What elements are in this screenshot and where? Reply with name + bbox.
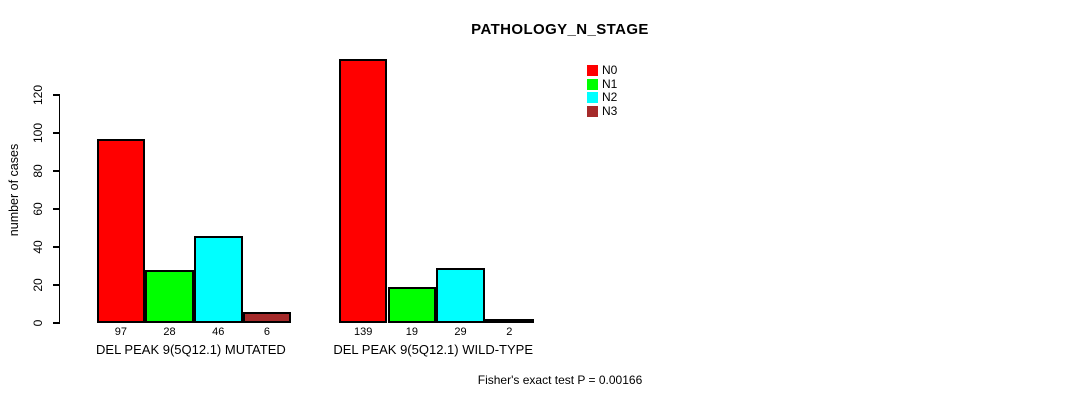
bar-n2-del-peak-9-5q12-1-mutated	[193, 235, 243, 323]
legend-item-n1: N1	[587, 76, 618, 92]
bar-value-label: 2	[506, 326, 513, 338]
y-axis-tick	[53, 322, 60, 324]
y-axis-tick	[53, 170, 60, 172]
bar-n2-del-peak-9-5q12-1-wild-type	[436, 267, 485, 323]
y-axis-tick-label: 60	[30, 202, 45, 216]
y-axis-tick	[53, 132, 60, 134]
legend-label: N1	[602, 76, 618, 91]
y-axis-tick	[53, 246, 60, 248]
fisher-test-annotation: Fisher's exact test P = 0.00166	[477, 373, 643, 387]
bar-n0-del-peak-9-5q12-1-wild-type	[338, 58, 388, 323]
legend-swatch-n0	[587, 65, 598, 77]
y-axis-tick-label: 20	[30, 278, 45, 292]
bar-n0-del-peak-9-5q12-1-mutated	[96, 138, 146, 323]
bar-value-label: 139	[353, 326, 373, 338]
y-axis-tick-label: 0	[30, 319, 45, 327]
legend-label: N2	[602, 90, 618, 104]
bar-value-label: 46	[212, 326, 225, 338]
y-axis-tick	[53, 284, 60, 286]
legend-swatch-n1	[587, 78, 598, 90]
legend-item-n0: N0	[587, 63, 618, 78]
bar-n3-del-peak-9-5q12-1-mutated	[242, 311, 292, 323]
bar-value-label: 97	[114, 326, 127, 338]
legend-swatch-n3	[587, 105, 598, 117]
group-label-del-peak-9-5q12-1-mutated: DEL PEAK 9(5Q12.1) MUTATED	[96, 342, 286, 357]
legend-label: N3	[602, 103, 618, 118]
legend: N0 N1 N2 N3	[587, 63, 618, 119]
legend-swatch-n2	[587, 92, 598, 104]
bar-value-label: 19	[405, 326, 418, 338]
bar-n3-del-peak-9-5q12-1-wild-type	[484, 319, 534, 324]
bar-n1-del-peak-9-5q12-1-wild-type	[387, 286, 437, 323]
chart-title: PATHOLOGY_N_STAGE	[471, 21, 649, 38]
legend-label: N0	[602, 63, 618, 77]
y-axis-tick-label: 100	[30, 122, 45, 144]
bar-n1-del-peak-9-5q12-1-mutated	[145, 269, 194, 323]
y-axis-tick-label: 40	[30, 240, 45, 254]
y-axis-label: number of cases	[7, 143, 21, 237]
group-label-del-peak-9-5q12-1-wild-type: DEL PEAK 9(5Q12.1) WILD-TYPE	[333, 342, 534, 357]
y-axis-tick	[53, 94, 60, 96]
y-axis-tick-label: 80	[30, 164, 45, 178]
bar-value-label: 28	[163, 326, 176, 338]
y-axis-tick-label: 120	[30, 84, 45, 106]
bar-value-label: 6	[263, 326, 270, 338]
legend-item-n3: N3	[587, 103, 618, 119]
y-axis-tick	[53, 208, 60, 210]
bar-value-label: 29	[454, 326, 467, 338]
legend-item-n2: N2	[587, 90, 618, 105]
